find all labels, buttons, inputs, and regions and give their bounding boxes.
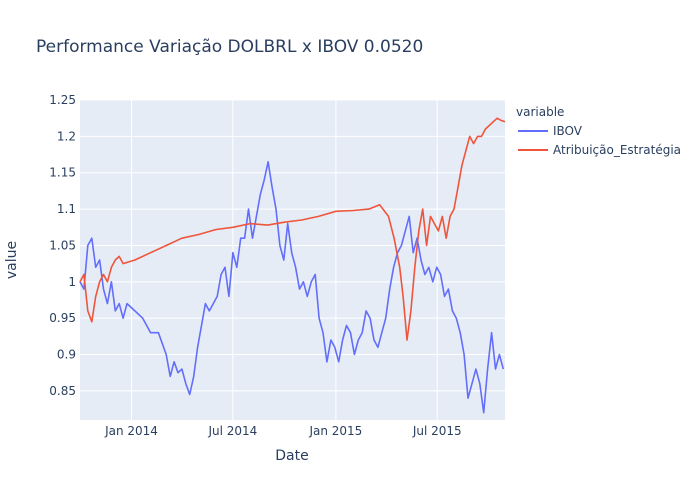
legend-title: variable: [516, 105, 564, 119]
y-axis-ticks: 0.85 0.9 0.95 1 1.05 1.1 1.15 1.2 1.25: [49, 93, 76, 398]
y-tick-label: 1.2: [57, 129, 76, 143]
y-gridlines: [80, 99, 505, 392]
y-tick-label: 1.05: [49, 238, 76, 252]
series-line-ibov[interactable]: [79, 161, 505, 414]
y-tick-label: 0.95: [49, 311, 76, 325]
y-tick-label: 1.25: [49, 93, 76, 107]
y-tick-label: 0.85: [49, 384, 76, 398]
plot-area[interactable]: [80, 100, 505, 420]
y-tick-label: 1.15: [49, 166, 76, 180]
chart-title: Performance Variação DOLBRL x IBOV 0.052…: [36, 37, 423, 57]
y-tick-label: 0.9: [57, 348, 76, 362]
y-tick-label: 1: [68, 275, 76, 289]
legend: variable IBOV Atribuição_Estratégia: [516, 105, 681, 157]
x-tick-label: Jan 2015: [308, 424, 362, 438]
x-axis-title: Date: [275, 448, 308, 464]
legend-label-atribui-o-estrat-gia[interactable]: Atribuição_Estratégia: [553, 143, 681, 157]
y-axis-title: value: [4, 241, 20, 279]
x-tick-label: Jul 2015: [412, 424, 462, 438]
x-tick-label: Jul 2014: [207, 424, 257, 438]
x-tick-label: Jan 2014: [104, 424, 158, 438]
y-tick-label: 1.1: [57, 202, 76, 216]
legend-label-ibov[interactable]: IBOV: [553, 124, 583, 138]
series-lines: [79, 117, 506, 414]
series-line-atribui-o-estrat-gia[interactable]: [79, 117, 506, 341]
x-axis-ticks: Jan 2014 Jul 2014 Jan 2015 Jul 2015: [104, 424, 462, 438]
x-gridlines: [131, 100, 438, 420]
